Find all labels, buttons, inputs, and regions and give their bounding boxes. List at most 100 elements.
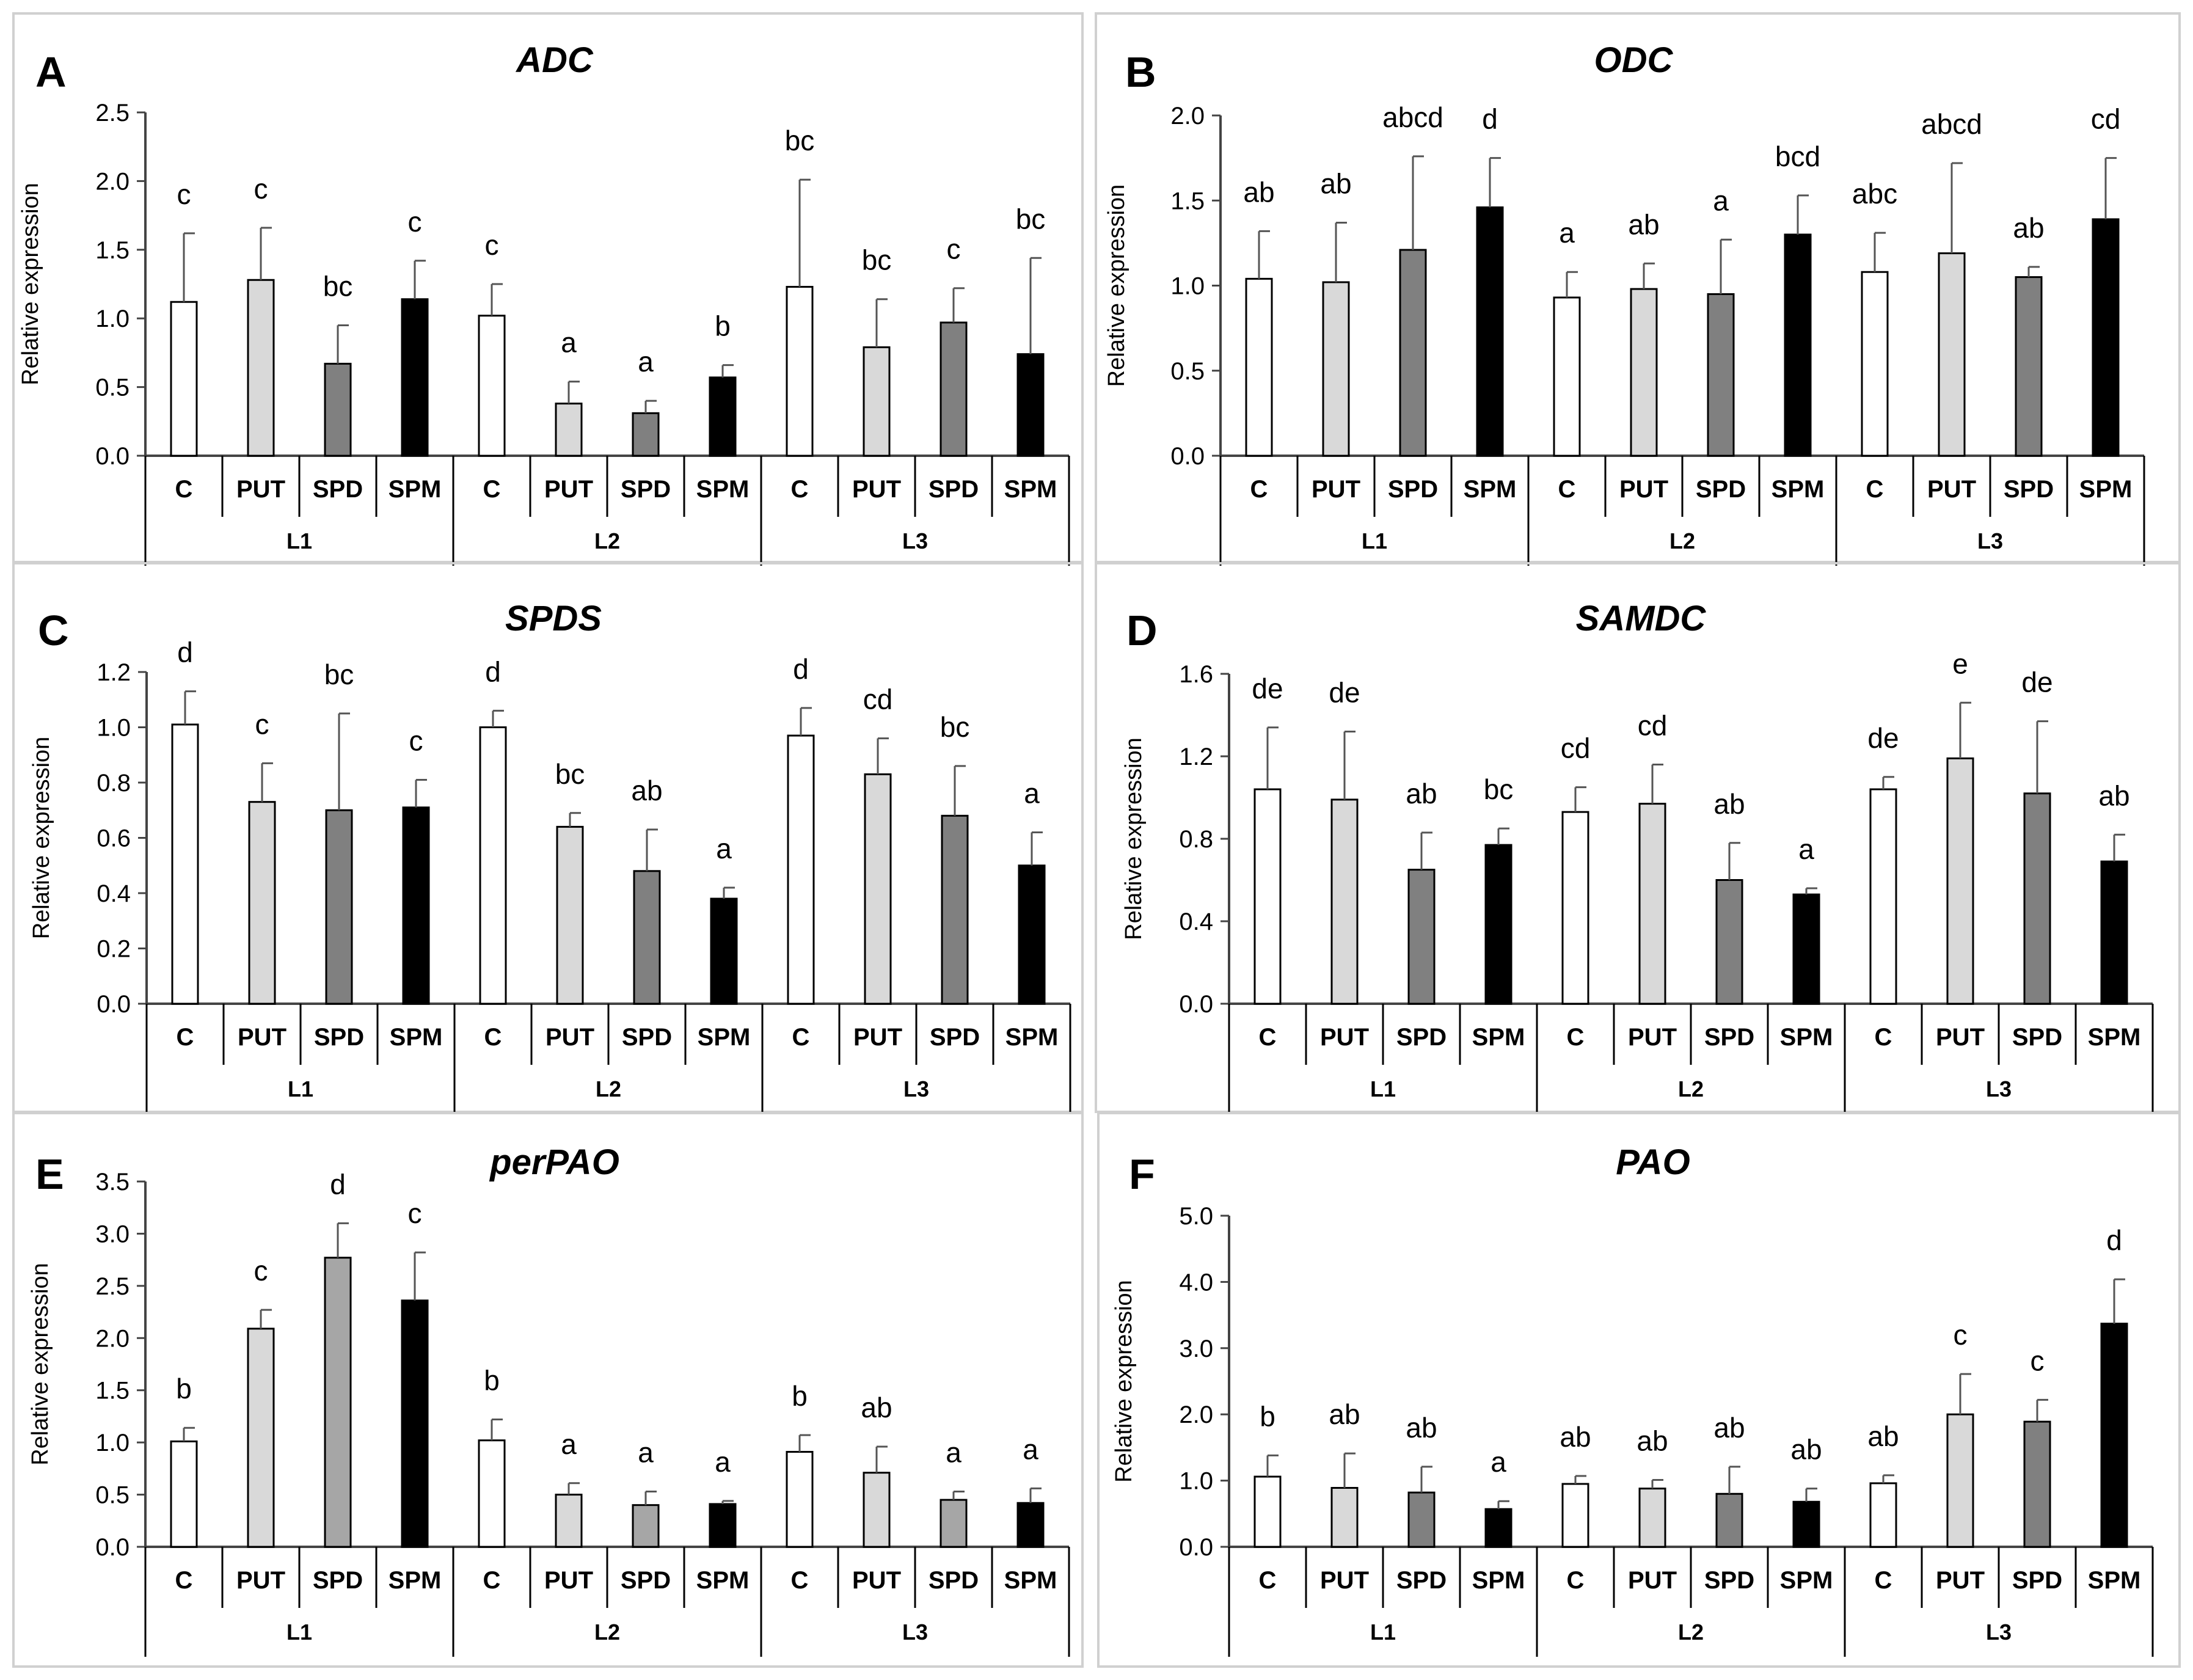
bar-l2-c	[478, 1439, 506, 1548]
chart-panel-f: F PAO Relative expression 0.0 1.0 2.0 3.0 4.0 5.…	[1097, 1112, 2181, 1668]
bar-l2-put	[555, 403, 583, 457]
category-label: SPD	[1388, 476, 1438, 503]
significance-label: a	[1713, 184, 1729, 216]
significance-label: bc	[1484, 773, 1514, 805]
y-tick-label: 3.5	[95, 1169, 130, 1196]
significance-label: bc	[785, 125, 815, 156]
significance-label: ab	[1243, 176, 1274, 208]
significance-label: a	[638, 1436, 654, 1468]
bar-l3-c	[786, 1451, 814, 1548]
significance-label: c	[408, 206, 422, 238]
bar-l2-put	[1638, 1488, 1666, 1548]
y-tick-label: 5.0	[1179, 1203, 1213, 1230]
bar-l3-put	[863, 346, 891, 457]
category-label: PUT	[1936, 1567, 1985, 1594]
group-label: L2	[594, 528, 620, 553]
chart-title: ADC	[515, 40, 594, 80]
bar-l3-spd	[2023, 1420, 2051, 1548]
chart-panel-c: C SPDS Relative expression 0.0 0.2 0.4 0.6 0.8 1…	[12, 562, 1084, 1114]
significance-label: de	[1867, 722, 1899, 754]
y-tick-label: 1.6	[1179, 661, 1213, 688]
group-label: L1	[286, 528, 312, 553]
bar-l2-spm	[709, 1503, 737, 1548]
category-label: SPM	[1464, 476, 1517, 503]
category-label: C	[1259, 1024, 1277, 1051]
category-label: PUT	[236, 1567, 285, 1594]
y-tick-label: 0.5	[1170, 358, 1205, 385]
significance-label: ab	[861, 1392, 892, 1423]
category-label: PUT	[236, 476, 285, 503]
bar-l1-put	[248, 801, 276, 1005]
category-label: C	[1558, 476, 1576, 503]
category-label: SPM	[1005, 1024, 1059, 1051]
y-tick-label: 0.5	[95, 1482, 130, 1509]
significance-label: a	[1798, 833, 1814, 865]
category-label: SPD	[2012, 1024, 2062, 1051]
chart-title: ODC	[1594, 40, 1674, 80]
bar-l1-c	[1253, 1475, 1282, 1548]
category-label: SPD	[2012, 1567, 2062, 1594]
bar-l3-spd	[2015, 276, 2043, 457]
significance-label: a	[716, 833, 732, 864]
category-label: C	[484, 1024, 502, 1051]
category-label: SPD	[929, 1567, 979, 1594]
significance-label: ab	[1637, 1425, 1668, 1457]
category-label: SPM	[2088, 1567, 2141, 1594]
group-label: L2	[1669, 528, 1695, 553]
significance-label: c	[485, 229, 499, 261]
y-tick-label: 2.5	[95, 1273, 130, 1300]
significance-label: cd	[1638, 710, 1668, 742]
significance-label: ab	[1329, 1398, 1360, 1430]
y-tick-label: 1.5	[95, 237, 130, 264]
significance-label: d	[485, 656, 501, 687]
significance-label: b	[715, 310, 731, 342]
panel-letter: A	[35, 48, 67, 96]
bar-l3-spd	[2023, 792, 2051, 1005]
bar-l3-spm	[1016, 353, 1045, 457]
group-label: L1	[1370, 1620, 1396, 1645]
significance-label: a	[715, 1446, 731, 1478]
group-label: L2	[594, 1620, 620, 1645]
significance-label: d	[330, 1168, 346, 1200]
bar-l2-spd	[1715, 1492, 1743, 1548]
category-label: C	[1875, 1567, 1892, 1594]
significance-label: bc	[324, 659, 354, 690]
significance-label: ab	[1790, 1434, 1822, 1466]
y-tick-label: 0.4	[97, 880, 131, 907]
bar-l3-put	[1938, 252, 1966, 457]
significance-label: bc	[555, 758, 585, 790]
bar-l2-spm	[1792, 893, 1820, 1005]
category-label: SPM	[1004, 1567, 1057, 1594]
bar-l2-spd	[632, 412, 660, 457]
panel-letter: C	[38, 607, 69, 654]
y-tick-label: 0.0	[95, 443, 130, 470]
bar-l2-spd	[632, 1504, 660, 1548]
category-label: SPD	[314, 1024, 364, 1051]
bar-l1-spd	[324, 362, 352, 457]
category-label: SPD	[1396, 1024, 1447, 1051]
y-tick-label: 0.2	[97, 936, 131, 963]
category-label: SPD	[1704, 1567, 1754, 1594]
category-label: PUT	[1927, 476, 1976, 503]
y-axis-label: Relative expression	[27, 1263, 53, 1466]
category-label: PUT	[1320, 1024, 1369, 1051]
significance-label: d	[793, 653, 809, 685]
y-tick-label: 1.5	[1170, 188, 1205, 214]
category-label: SPD	[1704, 1024, 1754, 1051]
group-label: L2	[596, 1076, 621, 1101]
category-label: PUT	[852, 476, 901, 503]
bar-l2-c	[1561, 811, 1589, 1005]
significance-label: abcd	[1382, 101, 1443, 133]
bar-l3-spm	[2092, 218, 2120, 457]
significance-label: de	[1329, 677, 1360, 709]
bar-l1-c	[170, 301, 198, 457]
category-label: C	[1875, 1024, 1892, 1051]
bar-l1-put	[1322, 281, 1350, 457]
group-label: L1	[1370, 1076, 1396, 1101]
significance-label: bc	[862, 244, 892, 276]
significance-label: cd	[1561, 732, 1591, 764]
y-axis-label: Relative expression	[1121, 737, 1147, 940]
y-tick-label: 1.2	[97, 659, 131, 686]
